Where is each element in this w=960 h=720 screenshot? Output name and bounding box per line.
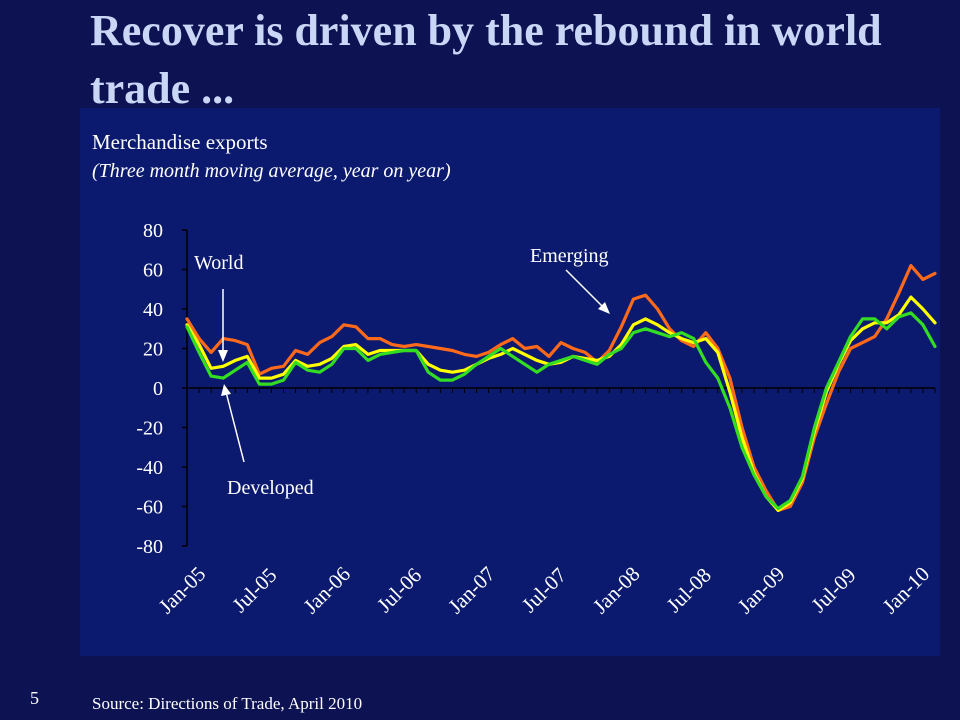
- y-tick-label: -80: [136, 536, 163, 558]
- annotation-world-arrowhead: [218, 350, 228, 362]
- x-tick-label: Jan-05: [154, 562, 211, 619]
- chart-panel: [80, 108, 940, 656]
- series-lines: [185, 264, 937, 512]
- annotations: World Emerging Developed: [194, 245, 610, 499]
- x-tick-label: Jan-10: [878, 562, 935, 619]
- y-tick-label: -40: [136, 457, 163, 479]
- x-tick-label: Jul-09: [806, 563, 860, 617]
- x-tick-label: Jan-07: [443, 562, 500, 619]
- x-tick-label: Jan-06: [299, 562, 356, 619]
- y-tick-label: 20: [143, 339, 163, 361]
- x-tick-label: Jul-05: [227, 563, 281, 617]
- x-tick-label: Jan-08: [588, 562, 645, 619]
- annotation-emerging-arrow: [565, 269, 605, 309]
- annotation-developed-arrow: [225, 391, 245, 463]
- annotation-emerging-label: Emerging: [530, 245, 609, 267]
- y-tick-label: 40: [143, 299, 163, 321]
- slide-number: 5: [30, 688, 39, 708]
- annotation-developed-label: Developed: [227, 477, 314, 499]
- source-note: Source: Directions of Trade, April 2010: [92, 694, 363, 713]
- y-tick-label: 80: [143, 220, 163, 242]
- x-tick-label: Jan-09: [733, 562, 790, 619]
- y-tick-label: -60: [136, 497, 163, 519]
- x-tick-label: Jul-08: [662, 563, 716, 617]
- y-tick-label: 60: [143, 260, 163, 282]
- chart-subtitle: Merchandise exports: [92, 130, 268, 154]
- annotation-world-label: World: [194, 252, 244, 274]
- annotation-developed-arrowhead: [221, 384, 231, 396]
- series-line-developed: [185, 311, 937, 511]
- chart-subtitle-note: (Three month moving average, year on yea…: [92, 160, 451, 182]
- annotation-emerging-arrowhead: [598, 302, 610, 314]
- x-tick-label: Jul-06: [372, 563, 426, 617]
- x-tick-label: Jul-07: [517, 563, 571, 617]
- slide-title: Recover is driven by the rebound in worl…: [90, 6, 882, 113]
- y-tick-label: -20: [136, 418, 163, 440]
- y-axis: 80 60 40 20 0 -20 -40 -60 -80: [136, 220, 188, 558]
- y-tick-label: 0: [153, 378, 163, 400]
